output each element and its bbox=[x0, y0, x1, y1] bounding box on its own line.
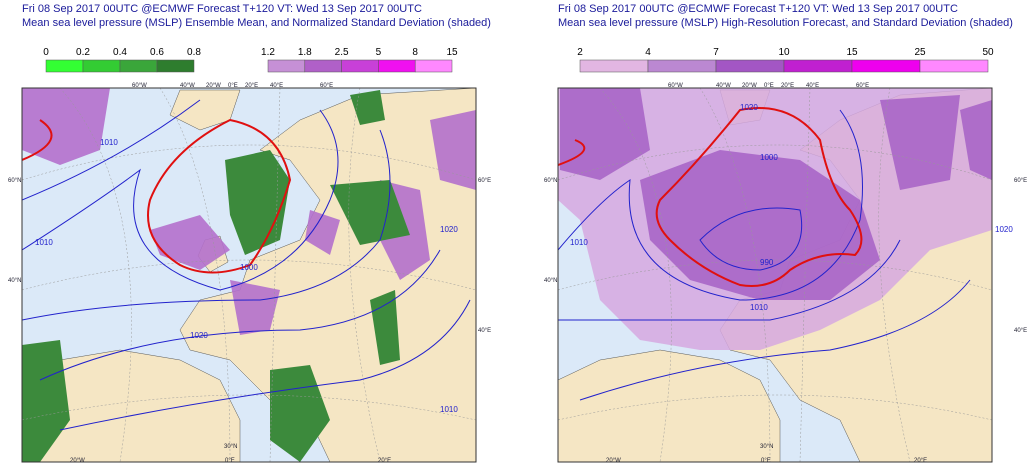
map-label: 40°E bbox=[1014, 328, 1027, 334]
colorbar-segment bbox=[579, 59, 649, 73]
colorbars: 0 0.2 0.4 0.6 0.8 1.2 1.8 2.5 5 8 15 2 4 7 10 15 25 50 bbox=[43, 47, 994, 73]
graticule bbox=[558, 88, 992, 462]
colorbar-segment bbox=[851, 59, 921, 73]
colorbar-segment bbox=[82, 59, 121, 73]
colorbar-label: 2 bbox=[577, 47, 583, 58]
map-label: 40°W bbox=[180, 83, 195, 89]
isobar-1000 bbox=[558, 107, 863, 287]
map-label: 1020 bbox=[740, 103, 758, 112]
isobar bbox=[22, 99, 471, 431]
map-label: 60°E bbox=[856, 83, 869, 89]
map-label: 1020 bbox=[995, 225, 1013, 234]
map-label: 1010 bbox=[100, 138, 118, 147]
map-label: 40°E bbox=[806, 83, 819, 89]
colorbar-segment bbox=[267, 59, 306, 73]
colorbar-segment bbox=[45, 59, 84, 73]
colorbar-segment bbox=[156, 59, 195, 73]
map-label: 60°E bbox=[478, 178, 491, 184]
colorbar-label: 0.8 bbox=[187, 47, 201, 58]
map-label: 60°E bbox=[1014, 178, 1027, 184]
title-line: Fri 08 Sep 2017 00UTC @ECMWF Forecast T+… bbox=[22, 3, 422, 15]
title-line: Mean sea level pressure (MSLP) High-Reso… bbox=[558, 17, 1013, 29]
map-label: 20°W bbox=[742, 83, 757, 89]
map-label: 1010 bbox=[750, 303, 768, 312]
map-label: 20°W bbox=[606, 458, 621, 464]
title-line: Fri 08 Sep 2017 00UTC @ECMWF Forecast T+… bbox=[558, 3, 958, 15]
map-label: 0°E bbox=[225, 458, 235, 464]
colorbar-segment bbox=[119, 59, 158, 73]
colorbar-label: 2.5 bbox=[335, 47, 349, 58]
map-label: 30°N bbox=[760, 444, 773, 450]
colorbar-segment bbox=[647, 59, 717, 73]
spread-shading bbox=[560, 88, 992, 300]
map-label: 990 bbox=[760, 258, 774, 267]
colorbar-segment bbox=[378, 59, 416, 73]
map-label: 20°E bbox=[378, 458, 391, 464]
colorbar-label: 50 bbox=[982, 47, 994, 58]
colorbar-label: 10 bbox=[778, 47, 790, 58]
colorbar-label: 15 bbox=[446, 47, 458, 58]
colorbar-segment bbox=[715, 59, 785, 73]
colorbar-label: 0.4 bbox=[113, 47, 127, 58]
title-line: Mean sea level pressure (MSLP) Ensemble … bbox=[22, 17, 491, 29]
colorbar-segment bbox=[919, 59, 989, 73]
map-left bbox=[22, 88, 476, 462]
map-label: 40°E bbox=[478, 328, 491, 334]
map-labels: 60°W 40°W 20°W 0°E 20°E 40°E 60°E 60°N 40°N 60°E 4… bbox=[8, 83, 1027, 464]
colorbar-segment bbox=[304, 59, 342, 73]
map-label: 40°W bbox=[716, 83, 731, 89]
map-label: 40°N bbox=[8, 278, 21, 284]
map-label: 1000 bbox=[760, 153, 778, 162]
colorbar-label: 8 bbox=[412, 47, 418, 58]
map-label: 30°N bbox=[224, 444, 237, 450]
colorbar-label: 1.2 bbox=[261, 47, 275, 58]
map-frame bbox=[557, 87, 993, 463]
isobar-1000 bbox=[22, 118, 292, 274]
map-label: 60°N bbox=[8, 178, 21, 184]
map-right bbox=[558, 88, 992, 462]
map-label: 60°E bbox=[320, 83, 333, 89]
colorbar-label: 25 bbox=[914, 47, 926, 58]
isobar bbox=[558, 109, 971, 401]
map-label: 1000 bbox=[240, 263, 258, 272]
colorbar-segment bbox=[341, 59, 379, 73]
colorbar-segment bbox=[783, 59, 853, 73]
map-label: 0°E bbox=[761, 458, 771, 464]
map-label: 0°E bbox=[228, 83, 238, 89]
graticule bbox=[22, 88, 476, 462]
land bbox=[22, 88, 476, 462]
colorbar-label: 4 bbox=[645, 47, 651, 58]
map-label: 60°N bbox=[544, 178, 557, 184]
colorbar-label: 0.2 bbox=[76, 47, 90, 58]
map-label: 40°N bbox=[544, 278, 557, 284]
map-label: 20°W bbox=[70, 458, 85, 464]
map-label: 60°W bbox=[668, 83, 683, 89]
colorbar-label: 0.6 bbox=[150, 47, 164, 58]
map-label: 60°W bbox=[132, 83, 147, 89]
map-label: 1020 bbox=[190, 331, 208, 340]
colorbar-segment bbox=[414, 59, 453, 73]
map-label: 20°E bbox=[914, 458, 927, 464]
map-label: 1010 bbox=[440, 405, 458, 414]
map-label: 20°E bbox=[245, 83, 258, 89]
map-label: 20°W bbox=[206, 83, 221, 89]
map-label: 1020 bbox=[440, 225, 458, 234]
map-label: 0°E bbox=[764, 83, 774, 89]
colorbar-label: 1.8 bbox=[298, 47, 312, 58]
map-label: 1010 bbox=[570, 238, 588, 247]
colorbar-label: 7 bbox=[713, 47, 719, 58]
map-label: 40°E bbox=[270, 83, 283, 89]
colorbar-label: 0 bbox=[43, 47, 49, 58]
map-label: 20°E bbox=[781, 83, 794, 89]
green-shading bbox=[22, 90, 410, 462]
colorbar-label: 5 bbox=[376, 47, 382, 58]
map-label: 1010 bbox=[35, 238, 53, 247]
colorbar-label: 15 bbox=[846, 47, 858, 58]
map-frame bbox=[21, 87, 477, 463]
